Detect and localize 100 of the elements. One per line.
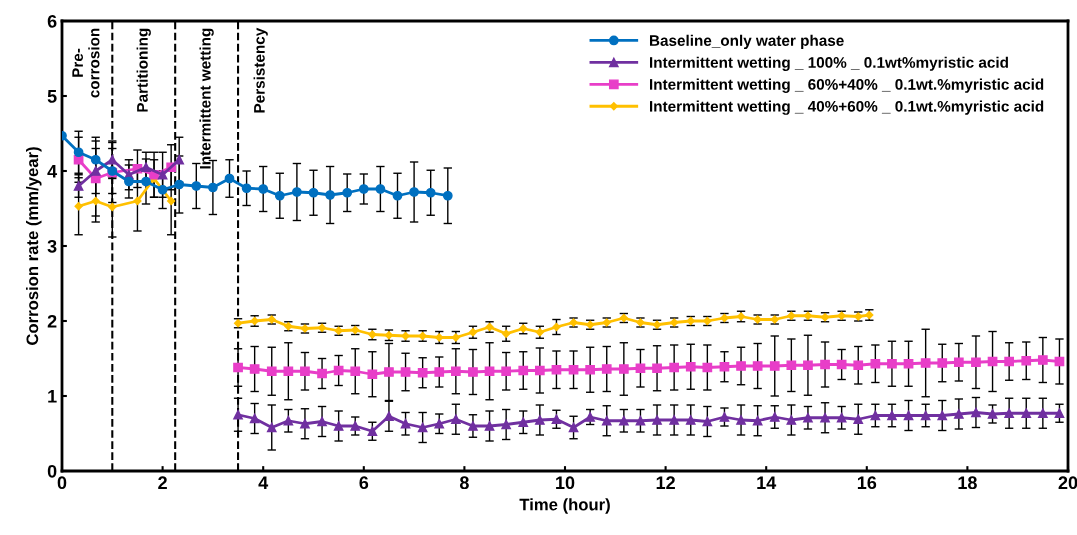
point [887, 358, 897, 369]
annotation: Intermittent wetting [199, 28, 214, 169]
point [568, 422, 579, 433]
point [333, 421, 344, 431]
point [367, 426, 378, 437]
y-tick-label: 1 [48, 390, 57, 403]
point [157, 169, 168, 180]
point [820, 412, 830, 423]
point [384, 411, 394, 422]
x-tick-label: 6 [359, 476, 369, 490]
x-tick-label: 4 [258, 476, 269, 489]
point [736, 361, 746, 371]
point [124, 176, 134, 187]
point [333, 365, 344, 376]
point [434, 367, 445, 377]
point [618, 364, 629, 374]
point [769, 361, 780, 371]
point [551, 364, 562, 375]
point [417, 367, 428, 378]
point [450, 414, 461, 425]
x-tick-label: 14 [757, 476, 777, 489]
point [786, 360, 797, 371]
point [308, 187, 319, 198]
point [191, 181, 202, 191]
point [174, 154, 185, 165]
x-tick-label: 8 [459, 476, 469, 490]
point [1021, 408, 1032, 419]
point [736, 415, 746, 425]
point [450, 366, 461, 377]
point [249, 364, 260, 374]
annotation: Persistency [253, 27, 268, 113]
point [384, 367, 394, 377]
point [442, 190, 453, 201]
point [73, 181, 84, 191]
point [953, 409, 964, 419]
point [392, 190, 403, 201]
annotation: Partitioning [136, 28, 151, 112]
point [518, 417, 529, 428]
y-tick-label: 6 [47, 14, 57, 28]
point [920, 358, 931, 368]
point [73, 147, 84, 158]
point [652, 363, 662, 374]
point [1004, 356, 1015, 367]
point [601, 415, 612, 426]
point [601, 364, 612, 374]
point [702, 416, 713, 427]
point [501, 419, 512, 430]
point [350, 421, 361, 431]
point [358, 184, 369, 194]
y-tick-label: 4 [47, 165, 58, 178]
point [367, 369, 378, 380]
y-tick-label: 3 [47, 239, 57, 253]
point [274, 190, 285, 201]
point [870, 410, 881, 421]
point [803, 360, 813, 371]
point [652, 415, 662, 425]
point [937, 410, 948, 421]
x-tick-label: 2 [158, 476, 167, 489]
x-tick-label: 10 [556, 476, 575, 490]
point [342, 187, 353, 198]
point [534, 365, 545, 376]
point [233, 409, 243, 420]
legend-label: Intermittent wetting _ 100% _ 0.1wt%myristic acid [649, 56, 1008, 71]
point [409, 187, 419, 197]
point [283, 366, 294, 377]
point [719, 412, 730, 422]
x-tick-label: 16 [857, 476, 877, 490]
y-tick-label: 0 [47, 464, 57, 478]
x-tick-label: 20 [1058, 476, 1077, 490]
x-tick-label: 0 [57, 476, 67, 490]
point [317, 368, 327, 379]
point [920, 410, 931, 421]
point [167, 196, 176, 206]
point [853, 414, 864, 425]
point [618, 415, 629, 426]
point [90, 154, 101, 165]
point [1037, 408, 1048, 419]
point [568, 364, 579, 375]
point [350, 366, 361, 377]
point [208, 182, 218, 193]
legend-label: Intermittent wetting _ 40%+60% _ 0.1wt.%myristic acid [649, 100, 1044, 115]
point [669, 415, 680, 425]
point [836, 359, 847, 370]
point [786, 415, 797, 425]
point [887, 410, 897, 421]
legend-label: Baseline_only water phase [649, 34, 844, 49]
point [141, 176, 151, 187]
y-axis-title: Corrosion rate (mm/year) [26, 147, 42, 345]
point [1037, 355, 1048, 365]
point [468, 421, 478, 431]
y-tick-label: 2 [47, 314, 57, 328]
point [1054, 408, 1065, 419]
point [501, 366, 512, 377]
x-tick-label: 12 [656, 476, 675, 489]
point [551, 414, 562, 425]
point [400, 367, 411, 377]
point [635, 415, 646, 426]
point [266, 422, 277, 433]
point [836, 412, 847, 423]
point [803, 412, 813, 423]
